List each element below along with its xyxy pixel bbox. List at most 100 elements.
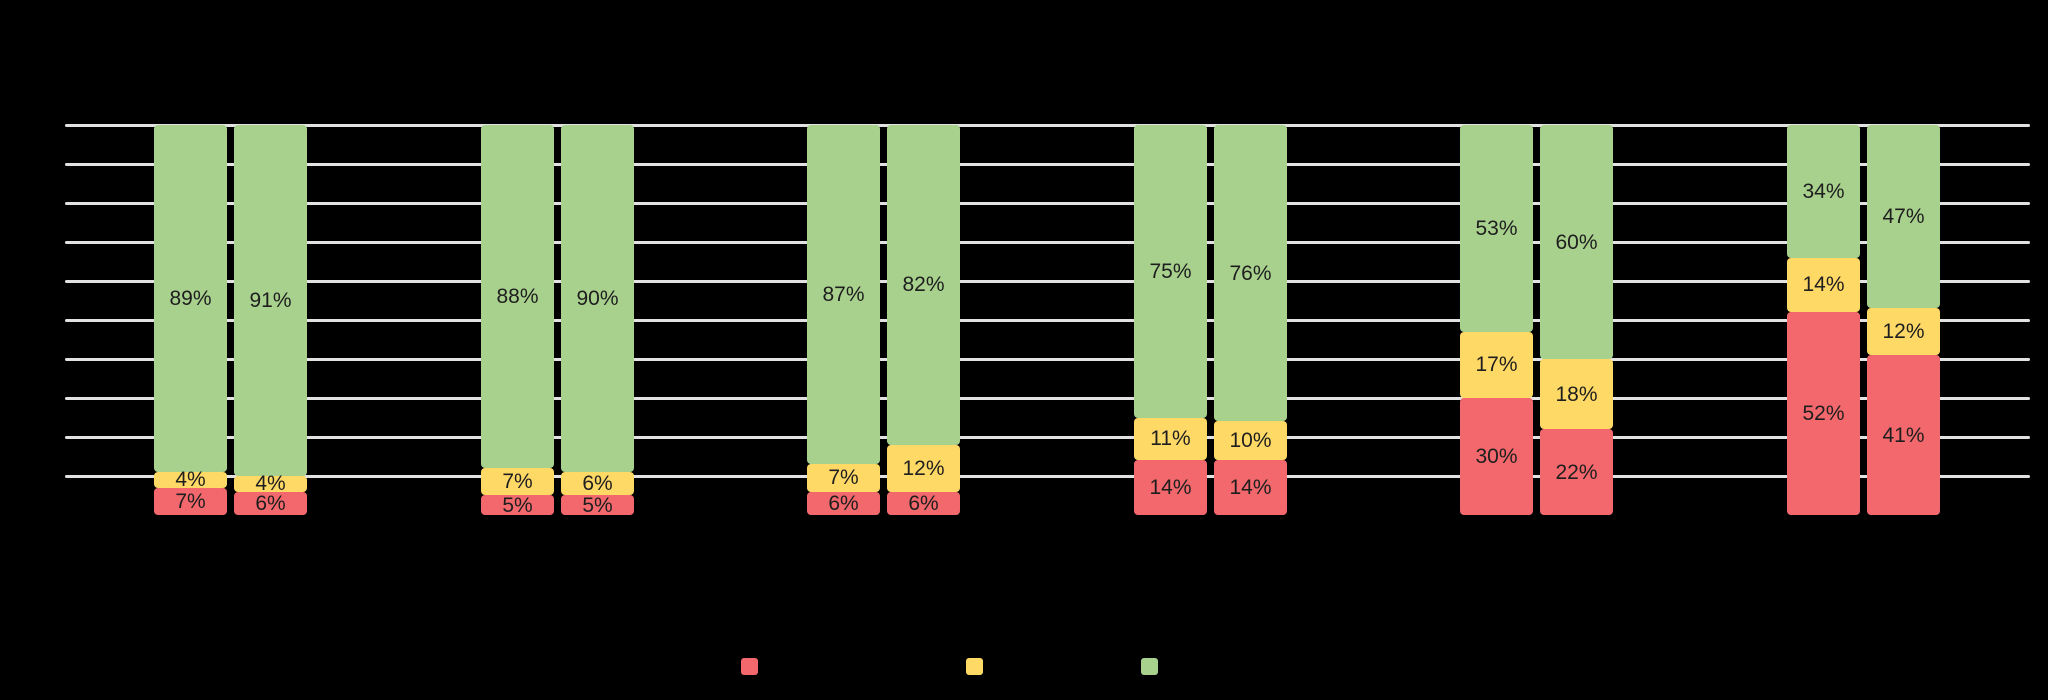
gridline-20pct [65, 435, 2030, 439]
segment-red: 14% [1214, 460, 1287, 515]
segment-green: 47% [1867, 125, 1940, 309]
segment-value-label: 5% [502, 493, 533, 517]
segment-green: 91% [234, 125, 307, 476]
bar-group3-col1: 87% 7% 6% [807, 125, 880, 515]
gridline-60pct [65, 279, 2030, 283]
segment-value-label: 10% [1229, 429, 1272, 453]
segment-value-label: 14% [1229, 476, 1272, 500]
bar-group6-col2: 47% 12% 41% [1867, 125, 1940, 515]
segment-value-label: 91% [249, 289, 292, 312]
segment-red: 6% [234, 491, 307, 515]
legend-swatch-green [1141, 658, 1158, 675]
segment-value-label: 60% [1555, 230, 1598, 254]
segment-red: 5% [561, 493, 634, 517]
segment-value-label: 41% [1882, 423, 1925, 447]
segment-yellow: 11% [1134, 417, 1207, 461]
segment-red: 41% [1867, 355, 1940, 515]
gridline-90pct [65, 162, 2030, 166]
segment-green: 82% [887, 125, 960, 445]
segment-value-label: 4% [175, 468, 206, 492]
segment-yellow: 10% [1214, 421, 1287, 461]
gridline-100pct [65, 123, 2030, 127]
segment-red: 7% [154, 487, 227, 515]
segment-green: 75% [1134, 125, 1207, 418]
segment-value-label: 17% [1475, 353, 1518, 377]
gridline-80pct [65, 201, 2030, 205]
segment-green: 53% [1460, 125, 1533, 332]
segment-value-label: 6% [828, 491, 859, 515]
segment-value-label: 90% [576, 287, 619, 311]
segment-green: 34% [1787, 125, 1860, 258]
bar-group5-col1: 53% 17% 30% [1460, 125, 1533, 515]
segment-value-label: 7% [502, 470, 533, 494]
segment-value-label: 6% [582, 472, 613, 496]
segment-value-label: 11% [1150, 427, 1191, 451]
gridline-40pct [65, 357, 2030, 361]
segment-green: 76% [1214, 125, 1287, 422]
bar-group2-col2: 90% 6% 5% [561, 125, 634, 517]
segment-red: 30% [1460, 397, 1533, 515]
segment-red: 52% [1787, 312, 1860, 515]
segment-red: 6% [807, 491, 880, 515]
segment-yellow: 4% [154, 468, 227, 492]
bar-group1-col1: 89% 4% 7% [154, 125, 227, 515]
legend-swatch-red [741, 658, 758, 675]
plot-area: 89% 4% 7% 91% 4% 6% 88% 7% 5% 90% 6% 5% 87% 7% 6% 82% 12… [65, 123, 2030, 517]
segment-yellow: 4% [234, 472, 307, 496]
bar-group4-col2: 76% 10% 14% [1214, 125, 1287, 515]
gridline-30pct [65, 396, 2030, 400]
segment-yellow: 7% [807, 464, 880, 492]
segment-red: 22% [1540, 429, 1613, 515]
bar-group5-col2: 60% 18% 22% [1540, 125, 1613, 515]
bar-group4-col1: 75% 11% 14% [1134, 125, 1207, 515]
segment-value-label: 4% [255, 472, 286, 496]
segment-value-label: 52% [1802, 402, 1845, 426]
segment-value-label: 47% [1882, 205, 1925, 229]
segment-red: 14% [1134, 460, 1207, 515]
segment-green: 60% [1540, 125, 1613, 359]
segment-yellow: 14% [1787, 257, 1860, 313]
segment-yellow: 12% [1867, 308, 1940, 356]
segment-yellow: 12% [887, 444, 960, 492]
segment-value-label: 12% [902, 456, 945, 480]
segment-value-label: 12% [1882, 320, 1925, 344]
segment-value-label: 82% [902, 273, 945, 297]
segment-red: 6% [887, 491, 960, 515]
segment-value-label: 7% [175, 489, 206, 513]
segment-value-label: 30% [1475, 444, 1518, 468]
segment-green: 90% [561, 125, 634, 473]
segment-value-label: 14% [1149, 476, 1192, 500]
segment-value-label: 18% [1555, 382, 1598, 406]
segment-value-label: 6% [908, 491, 939, 515]
segment-yellow: 17% [1460, 331, 1533, 398]
segment-green: 89% [154, 125, 227, 473]
bar-group2-col1: 88% 7% 5% [481, 125, 554, 517]
legend [0, 658, 2048, 675]
gridline-70pct [65, 240, 2030, 244]
segment-value-label: 7% [828, 466, 859, 490]
segment-value-label: 53% [1475, 216, 1518, 240]
gridline-10pct [65, 474, 2030, 478]
segment-red: 5% [481, 493, 554, 517]
segment-value-label: 22% [1555, 460, 1598, 484]
segment-value-label: 88% [496, 285, 539, 309]
segment-green: 88% [481, 125, 554, 469]
segment-value-label: 89% [169, 287, 212, 311]
segment-value-label: 76% [1229, 261, 1272, 285]
segment-value-label: 75% [1149, 259, 1192, 283]
segment-value-label: 14% [1802, 273, 1845, 297]
segment-yellow: 6% [561, 472, 634, 496]
bar-group1-col2: 91% 4% 6% [234, 125, 307, 515]
segment-value-label: 87% [822, 283, 865, 307]
segment-value-label: 34% [1802, 179, 1845, 203]
segment-yellow: 18% [1540, 359, 1613, 430]
segment-value-label: 6% [255, 491, 286, 515]
legend-swatch-yellow [966, 658, 983, 675]
segment-value-label: 5% [582, 493, 613, 517]
segment-green: 87% [807, 125, 880, 465]
gridline-50pct [65, 318, 2030, 322]
bar-group3-col2: 82% 12% 6% [887, 125, 960, 515]
bar-group6-col1: 34% 14% 52% [1787, 125, 1860, 515]
segment-yellow: 7% [481, 468, 554, 496]
